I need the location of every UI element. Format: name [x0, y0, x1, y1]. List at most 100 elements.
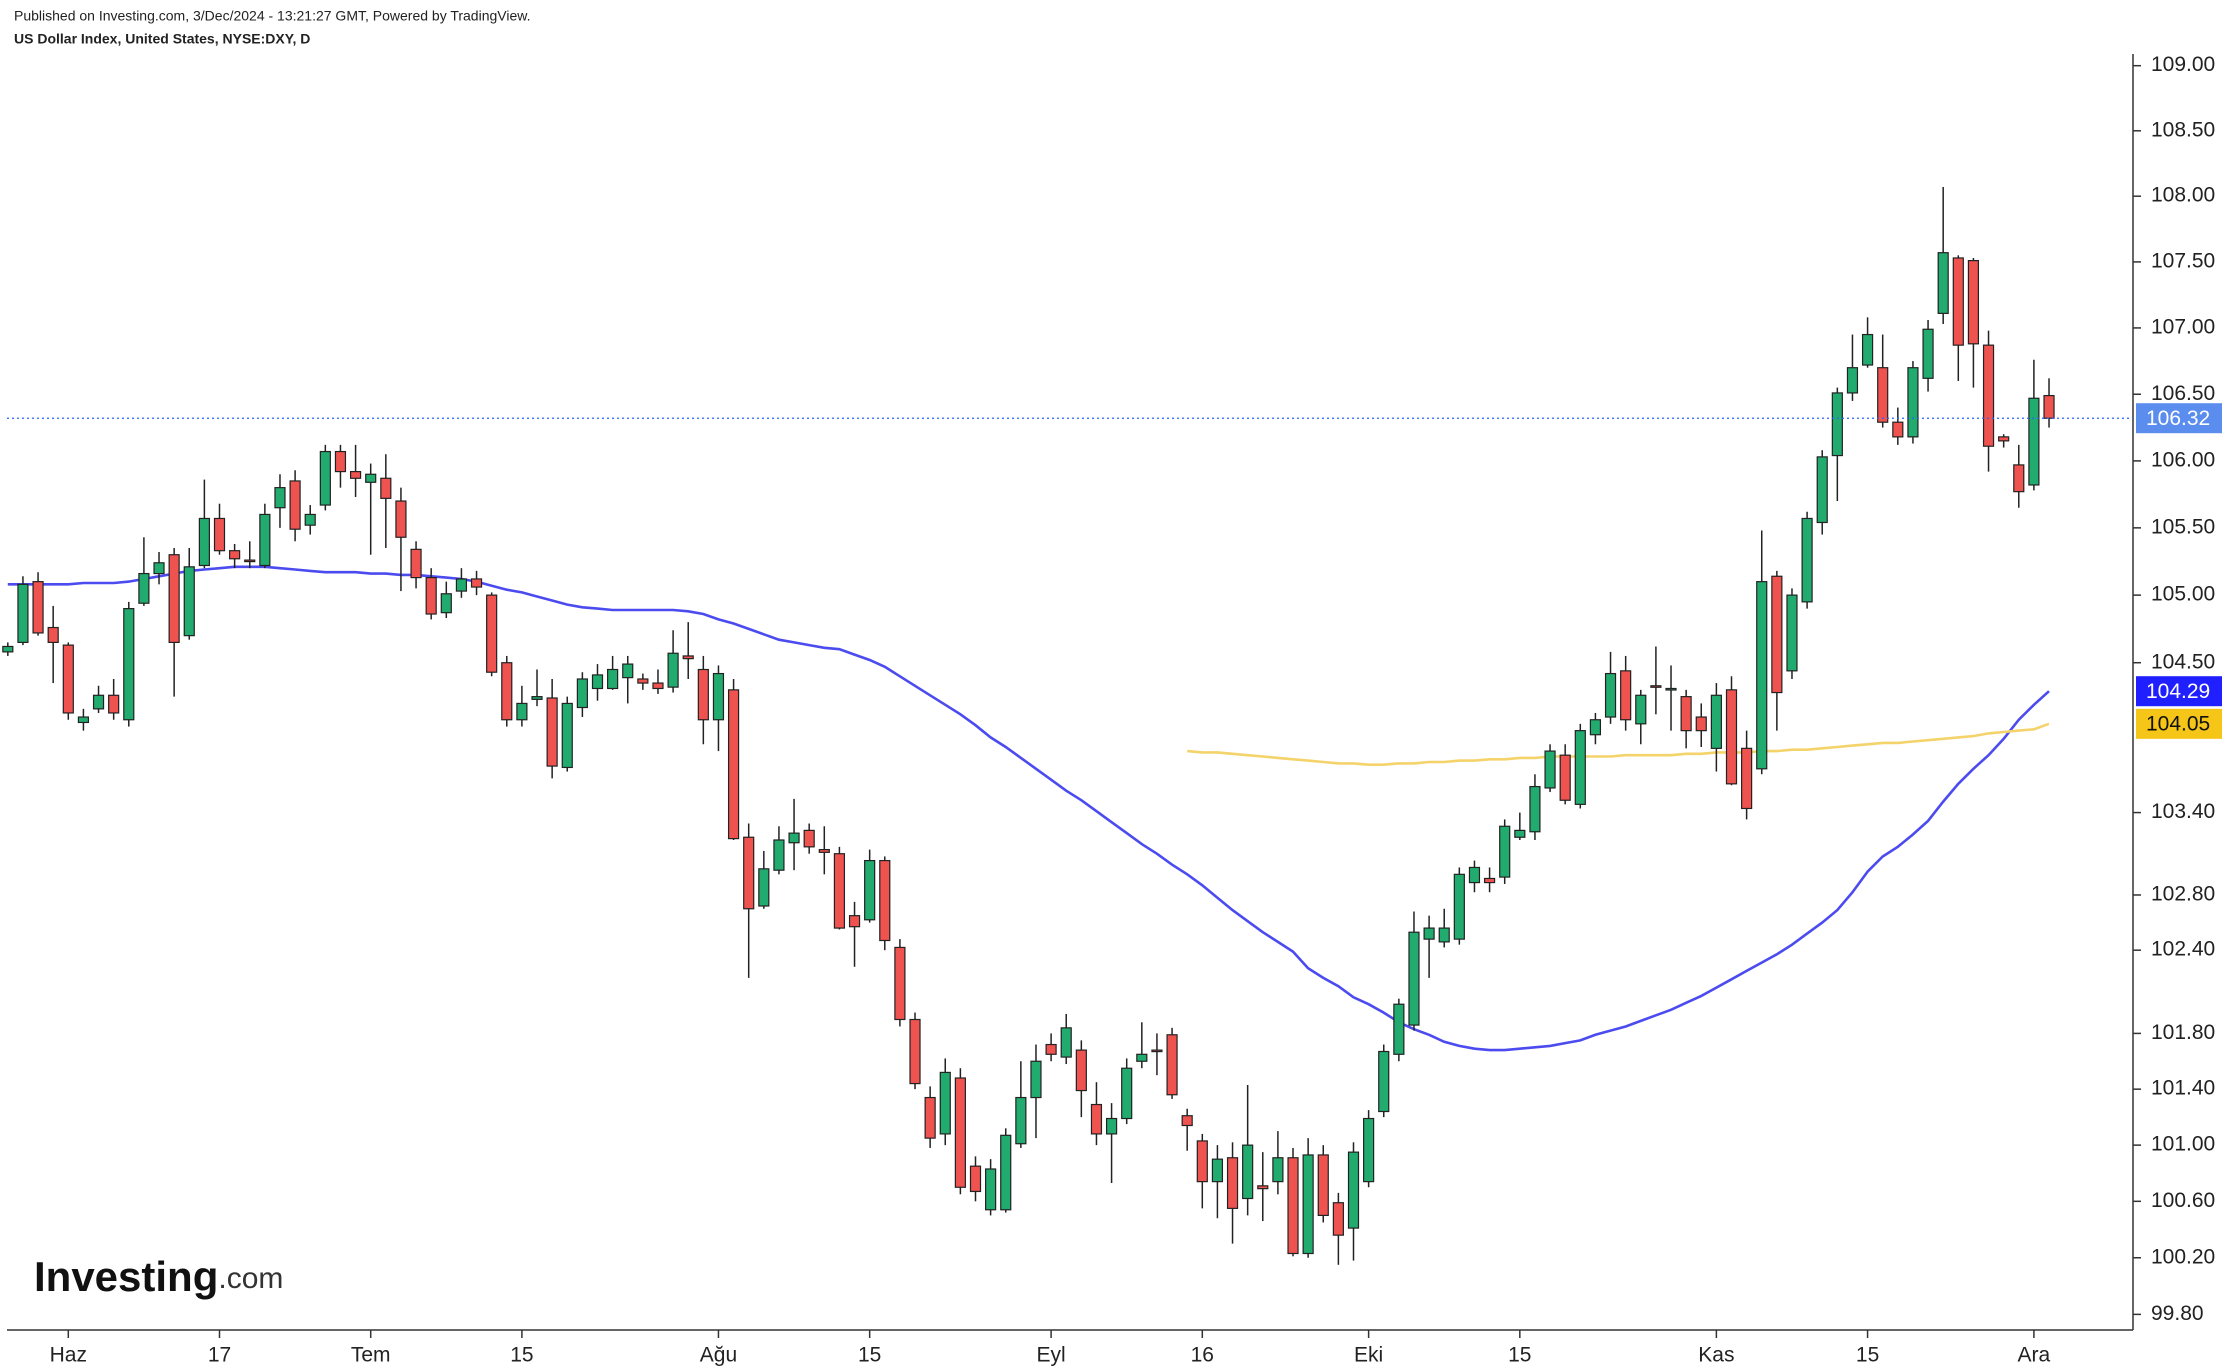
candle-body [183, 566, 195, 637]
candle-body [455, 578, 468, 592]
candle-body [1226, 1157, 1239, 1209]
moving-average-label: 104.05 [2146, 712, 2210, 735]
logo-brand: Investing [34, 1253, 218, 1300]
candle-body [546, 697, 558, 767]
candle-body [939, 1071, 951, 1135]
candle-body [1302, 1154, 1314, 1255]
candle-body [440, 593, 452, 614]
candle-body [1090, 1103, 1103, 1135]
candle-body [682, 655, 694, 660]
candle-body [1272, 1157, 1284, 1183]
candle-body [561, 702, 573, 769]
candle-body [773, 839, 785, 871]
candle-body [1438, 927, 1450, 943]
candle-body [244, 559, 256, 563]
candle-body [697, 668, 709, 721]
candle-body [1287, 1157, 1299, 1255]
candle-body [1483, 877, 1496, 884]
candle-body [864, 859, 876, 921]
candle-body [848, 915, 861, 928]
moving-average-line [7, 565, 2050, 1052]
candle-body [924, 1096, 936, 1139]
x-tick-label: Ağu [700, 1344, 737, 1367]
candle-body [516, 702, 528, 721]
candle-body [803, 829, 815, 848]
candle-body [1015, 1096, 1027, 1145]
candle-body [168, 554, 180, 644]
candle-body [274, 487, 286, 509]
candle-body [77, 716, 90, 724]
candle-body [1105, 1117, 1118, 1135]
candle-body [1741, 747, 1753, 810]
candle-body [1998, 436, 2010, 442]
candle-body [879, 859, 891, 942]
y-tick-label: 99.80 [2151, 1302, 2204, 1325]
candle-body [1030, 1060, 1042, 1099]
y-tick-label: 107.00 [2151, 315, 2215, 338]
candle-body [92, 694, 105, 710]
y-tick-label: 109.00 [2151, 53, 2215, 76]
candle-body [2028, 397, 2040, 486]
candle-body [410, 548, 422, 579]
candle-body [1423, 927, 1435, 940]
candle-body [1151, 1049, 1163, 1053]
x-tick-label: Haz [50, 1344, 87, 1367]
published-note: Published on Investing.com, 3/Dec/2024 -… [14, 8, 530, 24]
candle-body [1242, 1144, 1254, 1200]
candle-body [788, 832, 800, 844]
candle-body [108, 694, 120, 714]
candle-body [652, 682, 664, 690]
y-tick-label: 100.60 [2151, 1189, 2215, 1212]
candle-body [304, 513, 316, 526]
logo: Investing.com [34, 1253, 283, 1300]
candle-body [818, 848, 830, 853]
candle-body [2013, 464, 2025, 493]
candle-body [501, 662, 513, 721]
y-tick-label: 101.00 [2151, 1133, 2215, 1156]
y-tick-label: 105.50 [2151, 515, 2215, 538]
x-tick-label: 15 [510, 1344, 533, 1367]
candle-body [1635, 694, 1647, 725]
candle-body [1544, 750, 1556, 789]
moving-average-label-box [2136, 676, 2222, 707]
x-tick-label: 16 [1191, 1344, 1214, 1367]
candle-body [334, 450, 347, 473]
last-price-label: 106.32 [2146, 407, 2210, 430]
candle-body [531, 696, 543, 700]
plot [2, 187, 2055, 1265]
candle-body [17, 583, 29, 644]
candle-body [470, 578, 483, 588]
candle-body [637, 678, 649, 684]
candle-body [1589, 719, 1602, 736]
candle-body [1574, 730, 1586, 805]
candle-body [395, 500, 407, 538]
candle-body [1257, 1185, 1269, 1190]
x-tick-label: 15 [1508, 1344, 1531, 1367]
candle-body [1393, 1003, 1405, 1055]
candle-body [2043, 394, 2055, 419]
candle-body [1045, 1043, 1057, 1055]
candle-body [1166, 1034, 1178, 1096]
moving-average-line [1187, 722, 2050, 766]
candle-body [833, 853, 846, 929]
candle-body [1378, 1050, 1390, 1113]
candle-body [1650, 685, 1662, 688]
y-tick-label: 101.40 [2151, 1077, 2215, 1100]
x-tick-label: Eki [1354, 1344, 1383, 1367]
candle-body [1468, 866, 1481, 884]
x-tick-label: Ara [2018, 1344, 2051, 1367]
moving-average-label: 104.29 [2146, 680, 2210, 703]
candle-body [985, 1168, 997, 1211]
candle-body [138, 572, 150, 604]
candle-body [1211, 1158, 1224, 1183]
candle-body [1892, 421, 1904, 438]
candle-body [1408, 931, 1420, 1026]
candle-body [1136, 1053, 1148, 1062]
candle-body [153, 562, 165, 575]
candle-body [758, 868, 770, 907]
y-tick-label: 101.80 [2151, 1021, 2215, 1044]
candle-body [259, 513, 271, 567]
candle-body [229, 550, 241, 560]
